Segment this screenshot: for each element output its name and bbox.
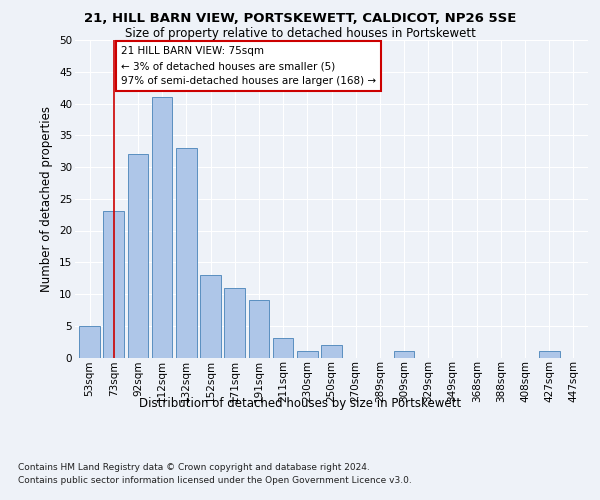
Bar xyxy=(539,351,560,358)
Y-axis label: Number of detached properties: Number of detached properties xyxy=(40,106,53,292)
Bar xyxy=(79,326,100,358)
Bar xyxy=(273,338,293,357)
Bar xyxy=(394,351,415,358)
Bar xyxy=(224,288,245,358)
Text: Contains public sector information licensed under the Open Government Licence v3: Contains public sector information licen… xyxy=(18,476,412,485)
Bar xyxy=(152,97,172,357)
Bar xyxy=(321,345,342,358)
Text: Distribution of detached houses by size in Portskewett: Distribution of detached houses by size … xyxy=(139,398,461,410)
Bar xyxy=(297,351,317,358)
Text: Contains HM Land Registry data © Crown copyright and database right 2024.: Contains HM Land Registry data © Crown c… xyxy=(18,462,370,471)
Text: Size of property relative to detached houses in Portskewett: Size of property relative to detached ho… xyxy=(125,28,475,40)
Text: 21 HILL BARN VIEW: 75sqm
← 3% of detached houses are smaller (5)
97% of semi-det: 21 HILL BARN VIEW: 75sqm ← 3% of detache… xyxy=(121,46,376,86)
Bar xyxy=(176,148,197,358)
Text: 21, HILL BARN VIEW, PORTSKEWETT, CALDICOT, NP26 5SE: 21, HILL BARN VIEW, PORTSKEWETT, CALDICO… xyxy=(84,12,516,26)
Bar xyxy=(128,154,148,358)
Bar xyxy=(200,275,221,357)
Bar xyxy=(103,212,124,358)
Bar xyxy=(248,300,269,358)
